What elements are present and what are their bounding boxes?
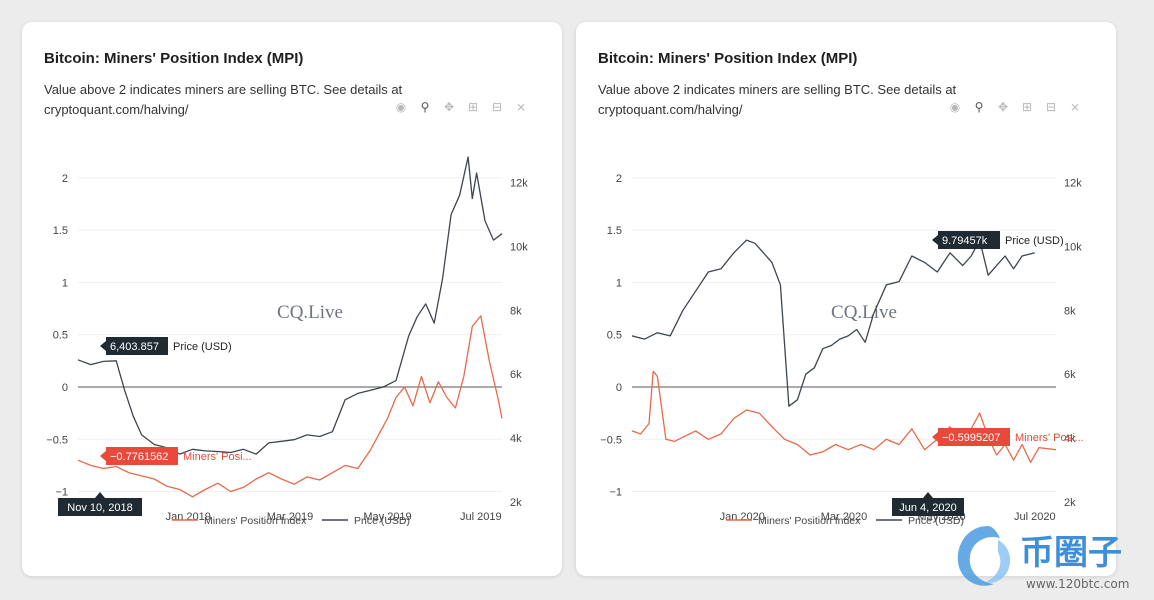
site-watermark: 币圈子 www.120btc.com [957, 526, 1129, 591]
y-left-tick-label: 1 [62, 277, 68, 289]
y-left-tick-label: 0.5 [53, 330, 68, 342]
mpi-tooltip-value: −0.5995207 [942, 432, 1000, 444]
y-right-tick-label: 6k [510, 369, 522, 381]
y-right-tick-label: 12k [1064, 178, 1082, 190]
chart-watermark: CQ.Live [277, 302, 343, 323]
zoom-out-icon[interactable]: ⊟ [491, 100, 503, 114]
price-tooltip-pointer [932, 235, 938, 245]
y-right-tick-label: 8k [1064, 305, 1076, 317]
legend-item-price[interactable]: Price (USD) [354, 515, 410, 527]
chart-card-right: Bitcoin: Miners' Position Index (MPI) Va… [576, 22, 1116, 576]
price-tooltip-label: Price (USD) [1005, 235, 1064, 247]
x-tick-label: Jul 2019 [460, 511, 502, 523]
y-right-tick-label: 10k [1064, 241, 1082, 253]
y-right-tick-label: 8k [510, 305, 522, 317]
chart-legend: Miners' Position Index Price (USD) [726, 515, 964, 527]
autoscale-icon[interactable]: ⨯ [515, 100, 527, 114]
x-tick-label: Mar 2019 [267, 511, 313, 523]
y-left-tick-label: 1 [616, 277, 622, 289]
zoom-icon[interactable]: ⚲ [420, 100, 430, 114]
y-left-tick-label: 2 [616, 173, 622, 185]
y-left-tick-label: 1.5 [607, 225, 622, 237]
x-tick-label: Mar 2020 [821, 511, 867, 523]
date-tooltip-value: Jun 4, 2020 [899, 502, 957, 514]
mpi-tooltip-label: Miners' Posi... [183, 451, 252, 463]
y-left-tick-label: 1.5 [53, 225, 68, 237]
y-right-tick-label: 6k [1064, 369, 1076, 381]
y-right-tick-label: 4k [510, 433, 522, 445]
chart-card-left: Bitcoin: Miners' Position Index (MPI) Va… [22, 22, 562, 576]
y-left-tick-label: 0 [616, 382, 622, 394]
autoscale-icon[interactable]: ⨯ [1069, 100, 1081, 114]
hover-tooltips: 6,403.857 Price (USD) −0.7761562 Miners' Po… [58, 337, 252, 516]
chart-title: Bitcoin: Miners' Position Index (MPI) [598, 50, 858, 67]
mpi-series-line[interactable] [77, 315, 503, 498]
chart-description: Value above 2 indicates miners are selli… [598, 82, 957, 117]
chart-description: Value above 2 indicates miners are selli… [44, 82, 403, 117]
y-left-tick-label: 0 [62, 382, 68, 394]
camera-icon[interactable]: ◉ [949, 100, 961, 114]
date-tooltip-pointer [923, 492, 933, 498]
y-left-tick-label: −1 [609, 487, 622, 499]
site-name: 币圈子 [1020, 533, 1122, 573]
mpi-tooltip-pointer [932, 432, 938, 442]
site-logo-icon [957, 526, 1011, 586]
legend-item-price[interactable]: Price (USD) [908, 515, 964, 527]
price-series-line[interactable] [631, 239, 1035, 407]
date-tooltip-pointer [95, 492, 105, 498]
y-left-tick-label: −0.5 [46, 434, 68, 446]
chart-toolbar: ◉ ⚲ ✥ ⊞ ⊟ ⨯ [948, 100, 1082, 114]
zoom-out-icon[interactable]: ⊟ [1045, 100, 1057, 114]
zoom-in-icon[interactable]: ⊞ [467, 100, 479, 114]
y-right-tick-label: 10k [510, 241, 528, 253]
date-tooltip-value: Nov 10, 2018 [67, 502, 132, 514]
chart-legend: Miners' Position Index Price (USD) [172, 515, 410, 527]
pan-icon[interactable]: ✥ [997, 100, 1009, 114]
y-left-tick-label: 2 [62, 173, 68, 185]
mpi-series-line[interactable] [631, 370, 1057, 463]
y-left-tick-label: −1 [55, 487, 68, 499]
chart-toolbar: ◉ ⚲ ✥ ⊞ ⊟ ⨯ [394, 100, 528, 114]
site-url: www.120btc.com [1026, 577, 1129, 591]
chart-watermark: CQ.Live [831, 302, 897, 323]
date-tooltip-box [58, 498, 142, 516]
price-tooltip-box [106, 337, 168, 355]
mpi-tooltip-box [106, 447, 178, 465]
chart-title: Bitcoin: Miners' Position Index (MPI) [44, 50, 304, 67]
mpi-tooltip-value: −0.7761562 [110, 451, 168, 463]
date-tooltip-box [892, 498, 964, 516]
price-tooltip-value: 9.79457k [942, 235, 988, 247]
mpi-tooltip-box [938, 428, 1010, 446]
price-tooltip-label: Price (USD) [173, 341, 232, 353]
price-tooltip-value: 6,403.857 [110, 341, 159, 353]
x-tick-label: May 2019 [363, 511, 411, 523]
price-tooltip-pointer [100, 341, 106, 351]
y-right-tick-label: 2k [1064, 497, 1076, 509]
mpi-tooltip-label: Miners' Posi... [1015, 432, 1084, 444]
price-tooltip-box [938, 231, 1000, 249]
y-right-tick-label: 4k [1064, 433, 1076, 445]
pan-icon[interactable]: ✥ [443, 100, 455, 114]
zoom-in-icon[interactable]: ⊞ [1021, 100, 1033, 114]
hover-tooltips: 9.79457k Price (USD) −0.5995207 Miners' Pos… [892, 231, 1084, 516]
legend-item-mpi[interactable]: Miners' Position Index [204, 515, 307, 527]
camera-icon[interactable]: ◉ [395, 100, 407, 114]
x-tick-label: Jul 2020 [1014, 511, 1056, 523]
y-left-tick-label: −0.5 [600, 434, 622, 446]
mpi-tooltip-pointer [100, 451, 106, 461]
y-right-tick-label: 2k [510, 497, 522, 509]
zoom-icon[interactable]: ⚲ [974, 100, 984, 114]
legend-item-mpi[interactable]: Miners' Position Index [758, 515, 861, 527]
price-series-line[interactable] [77, 156, 503, 455]
y-left-tick-label: 0.5 [607, 330, 622, 342]
y-right-tick-label: 12k [510, 178, 528, 190]
